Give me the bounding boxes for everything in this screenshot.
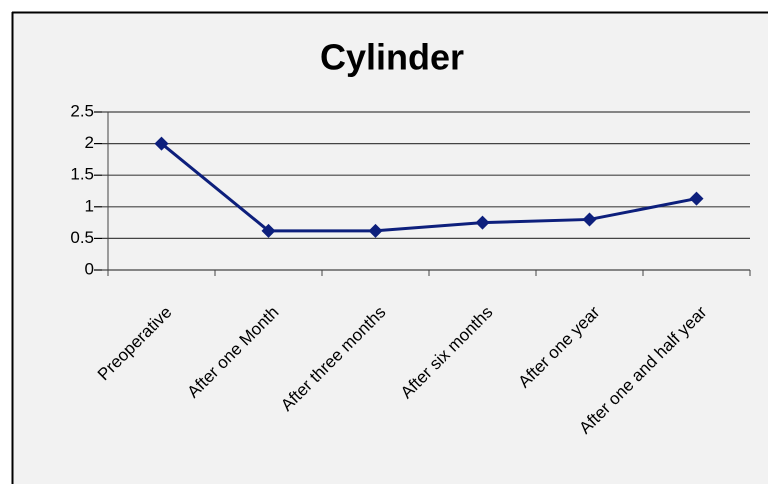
point-marker — [689, 191, 704, 206]
series-line — [160, 142, 697, 233]
point-marker — [261, 223, 276, 238]
y-tick-label: 0 — [85, 259, 94, 278]
y-tick-label: 2.5 — [70, 101, 94, 120]
point-marker — [582, 212, 597, 227]
point-marker — [368, 223, 383, 238]
chart-background — [12, 12, 768, 484]
point-marker — [475, 215, 490, 230]
y-tick-label: 0.5 — [70, 228, 94, 247]
point-marker — [154, 136, 169, 151]
y-tick-label: 1.5 — [70, 165, 94, 184]
y-tick-label: 1 — [85, 196, 94, 215]
chart-title: Cylinder — [320, 37, 464, 78]
y-tick-label: 2 — [85, 133, 94, 152]
